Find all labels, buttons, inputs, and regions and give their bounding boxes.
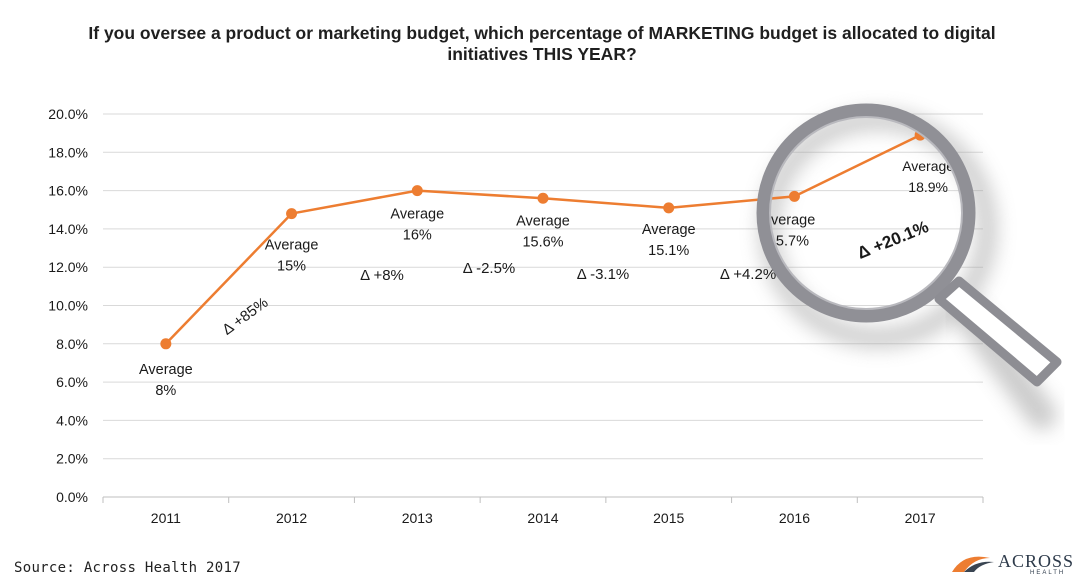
data-point <box>160 338 172 350</box>
y-tick-label: 2.0% <box>56 451 88 467</box>
data-label: Average <box>390 207 444 223</box>
delta-label: Δ -3.1% <box>577 266 630 283</box>
delta-label: Δ +4.2% <box>720 266 776 283</box>
data-label: 18.9% <box>908 179 948 195</box>
x-tick-label: 2015 <box>653 510 684 526</box>
y-tick-label: 6.0% <box>56 374 88 390</box>
y-tick-label: 0.0% <box>56 489 88 505</box>
source-note: Source: Across Health 2017 <box>14 560 241 576</box>
x-tick-label: 2017 <box>905 510 936 526</box>
data-point <box>286 208 298 220</box>
across-health-logo <box>952 556 994 572</box>
y-tick-label: 8.0% <box>56 336 88 352</box>
magnifier-rim <box>756 103 976 323</box>
data-point <box>411 185 423 197</box>
delta-label: Δ +8% <box>360 267 404 284</box>
data-point <box>663 202 675 214</box>
data-label: Average <box>516 213 570 229</box>
y-tick-label: 10.0% <box>48 298 88 314</box>
data-labels: Average 8% Average 15% Average 16% Average 15.6… <box>139 158 954 399</box>
data-label: 15.7% <box>768 233 809 249</box>
gridlines <box>103 113 983 460</box>
magnifying-glass-icon <box>756 103 1062 387</box>
logo-subtitle: HEALTH <box>1030 570 1066 576</box>
x-tick-label: 2014 <box>527 510 558 526</box>
logo-wordmark: ACROSS <box>998 551 1075 571</box>
data-label: Average <box>642 222 696 238</box>
chart-title: If you oversee a product or marketing bu… <box>0 23 1084 65</box>
data-point <box>537 192 549 204</box>
axes: 0.0% 2.0% 4.0% 6.0% 8.0% 10.0% 12.0% 14.0% 16.0%… <box>48 106 984 526</box>
y-tick-label: 16.0% <box>48 183 88 199</box>
x-tick-label: 2012 <box>276 510 307 526</box>
data-label: 8% <box>155 383 176 399</box>
data-point <box>788 190 800 202</box>
chart-title-line-2: initiatives THIS YEAR? <box>447 44 637 64</box>
data-label: 15.1% <box>648 243 689 259</box>
data-label: 16% <box>403 228 432 244</box>
data-label: Average <box>902 158 954 174</box>
data-label: Average <box>139 362 193 378</box>
delta-label: Δ -2.5% <box>463 260 516 277</box>
data-label: Average <box>762 212 816 228</box>
x-tick-label: 2011 <box>151 510 181 526</box>
y-tick-label: 4.0% <box>56 412 88 428</box>
x-tick-label: 2013 <box>402 510 433 526</box>
data-label: 15.6% <box>522 234 563 250</box>
x-tick-label: 2016 <box>779 510 810 526</box>
y-tick-label: 12.0% <box>48 259 88 275</box>
delta-label: Δ +85% <box>219 294 271 338</box>
chart-title-line-1: If you oversee a product or marketing bu… <box>88 23 996 43</box>
magnifier-rim-inner <box>769 116 963 310</box>
data-label: 15% <box>277 259 306 275</box>
y-tick-label: 18.0% <box>48 144 88 160</box>
y-tick-label: 14.0% <box>48 221 88 237</box>
y-tick-label: 20.0% <box>48 106 88 122</box>
data-label: Average <box>265 238 319 254</box>
magnifier-handle <box>934 276 1062 387</box>
data-series <box>160 129 926 350</box>
delta-label: Δ +20.1% <box>855 217 932 263</box>
